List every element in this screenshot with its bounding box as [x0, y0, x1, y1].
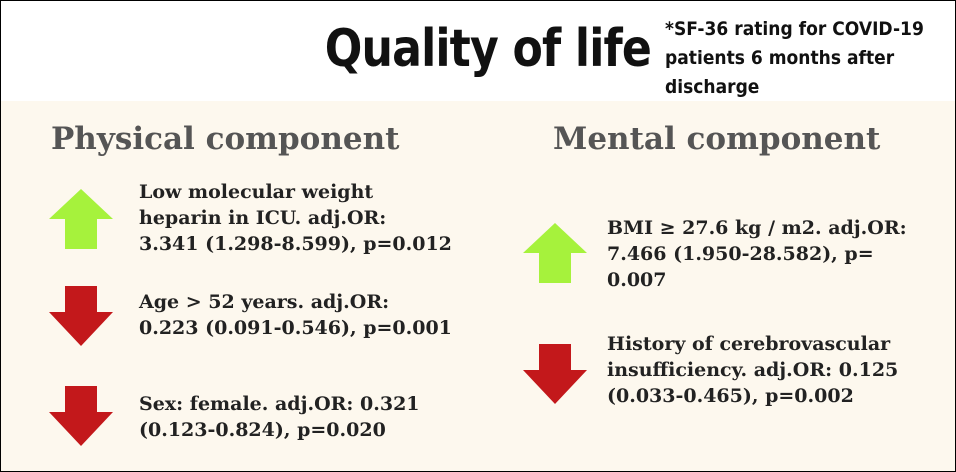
- up-arrow: [49, 189, 113, 249]
- arrow-shape: [523, 223, 587, 283]
- finding-line: Age > 52 years. adj.OR:: [139, 291, 390, 313]
- note: *SF-36 rating for COVID-19 patients 6 mo…: [665, 15, 924, 102]
- header: Quality of life *SF-36 rating for COVID-…: [1, 1, 955, 101]
- down-arrow: [523, 344, 587, 404]
- note-line: *SF-36 rating for COVID-19: [665, 18, 924, 40]
- arrow-shape: [49, 189, 113, 249]
- finding-line: 0.223 (0.091-0.546), p=0.001: [139, 317, 452, 339]
- finding-line: 3.341 (1.298-8.599), p=0.012: [139, 233, 452, 255]
- finding: BMI ≥ 27.6 kg / m2. adj.OR: 7.466 (1.950-…: [607, 215, 907, 293]
- finding-line: 7.466 (1.950-28.582), p=: [607, 243, 874, 265]
- finding: History of cerebrovascular insufficiency.…: [607, 331, 898, 409]
- down-arrow: [49, 386, 113, 446]
- note-line: patients 6 months after: [665, 47, 895, 69]
- finding-line: (0.033-0.465), p=0.002: [607, 385, 854, 407]
- arrow-shape: [49, 286, 113, 346]
- finding-line: 0.007: [607, 269, 667, 291]
- finding-line: History of cerebrovascular: [607, 333, 891, 355]
- finding-line: BMI ≥ 27.6 kg / m2. adj.OR:: [607, 217, 907, 239]
- finding-line: (0.123-0.824), p=0.020: [139, 419, 386, 441]
- finding-line: Sex: female. adj.OR: 0.321: [139, 393, 420, 415]
- finding-line: Low molecular weight: [139, 181, 374, 203]
- note-line: discharge: [665, 76, 760, 98]
- mental-heading: Mental component: [553, 121, 881, 157]
- finding: Sex: female. adj.OR: 0.321 (0.123-0.824),…: [139, 391, 420, 443]
- finding: Low molecular weight heparin in ICU. adj.…: [139, 179, 452, 257]
- arrow-shape: [49, 386, 113, 446]
- finding-line: heparin in ICU. adj.OR:: [139, 207, 387, 229]
- physical-heading: Physical component: [51, 121, 400, 157]
- arrow-shape: [523, 344, 587, 404]
- down-arrow: [49, 286, 113, 346]
- title: Quality of life: [324, 19, 652, 79]
- finding-line: insufficiency. adj.OR: 0.125: [607, 359, 899, 381]
- finding: Age > 52 years. adj.OR: 0.223 (0.091-0.54…: [139, 289, 452, 341]
- up-arrow: [523, 223, 587, 283]
